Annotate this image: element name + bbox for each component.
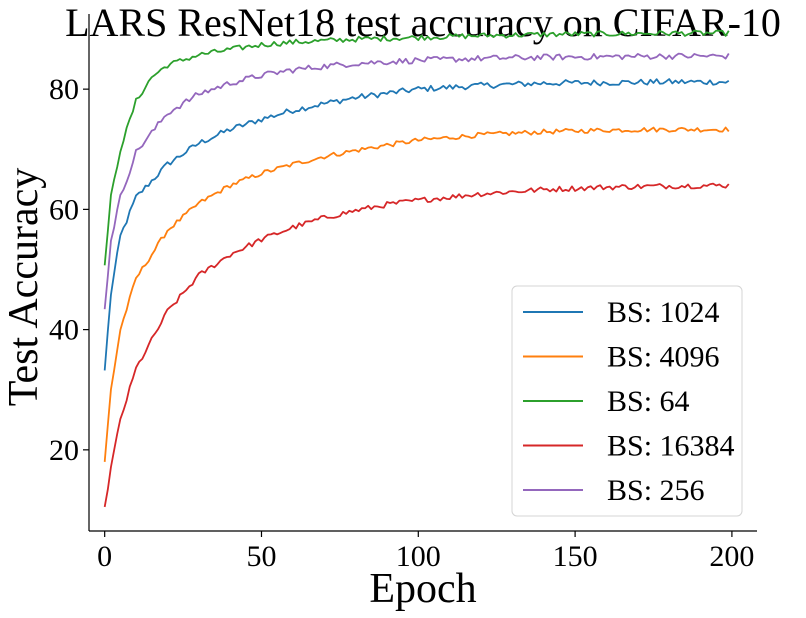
series-line-2 — [103, 126, 730, 462]
x-tick-label: 150 — [553, 540, 598, 573]
x-tick-label: 0 — [97, 540, 112, 573]
legend-label: BS: 4096 — [607, 341, 720, 374]
y-tick-label: 20 — [49, 434, 79, 467]
legend: BS: 1024 BS: 4096 BS: 64 BS: 16384 BS: 256 — [511, 285, 743, 517]
x-axis-label: Epoch — [369, 566, 476, 612]
series-group — [103, 29, 730, 508]
axes — [88, 14, 757, 532]
x-tick-label: 50 — [246, 540, 276, 573]
series-line-4 — [103, 182, 730, 508]
y-axis-label: Test Accuracy — [1, 168, 47, 406]
series-line-5 — [103, 52, 730, 310]
x-tick-label: 100 — [396, 540, 441, 573]
legend-label: BS: 64 — [607, 385, 690, 418]
legend-label: BS: 1024 — [607, 296, 720, 329]
ticks: 0 50 100 150 200 20 40 60 80 — [49, 73, 754, 573]
series-line-3 — [103, 29, 730, 266]
legend-label: BS: 256 — [607, 474, 705, 507]
legend-frame — [511, 285, 743, 517]
y-tick-label: 60 — [49, 193, 79, 226]
x-tick-label: 200 — [709, 540, 754, 573]
y-tick-label: 80 — [49, 73, 79, 106]
legend-label: BS: 16384 — [607, 430, 735, 463]
series-line-1 — [103, 78, 730, 371]
y-tick-label: 40 — [49, 314, 79, 347]
